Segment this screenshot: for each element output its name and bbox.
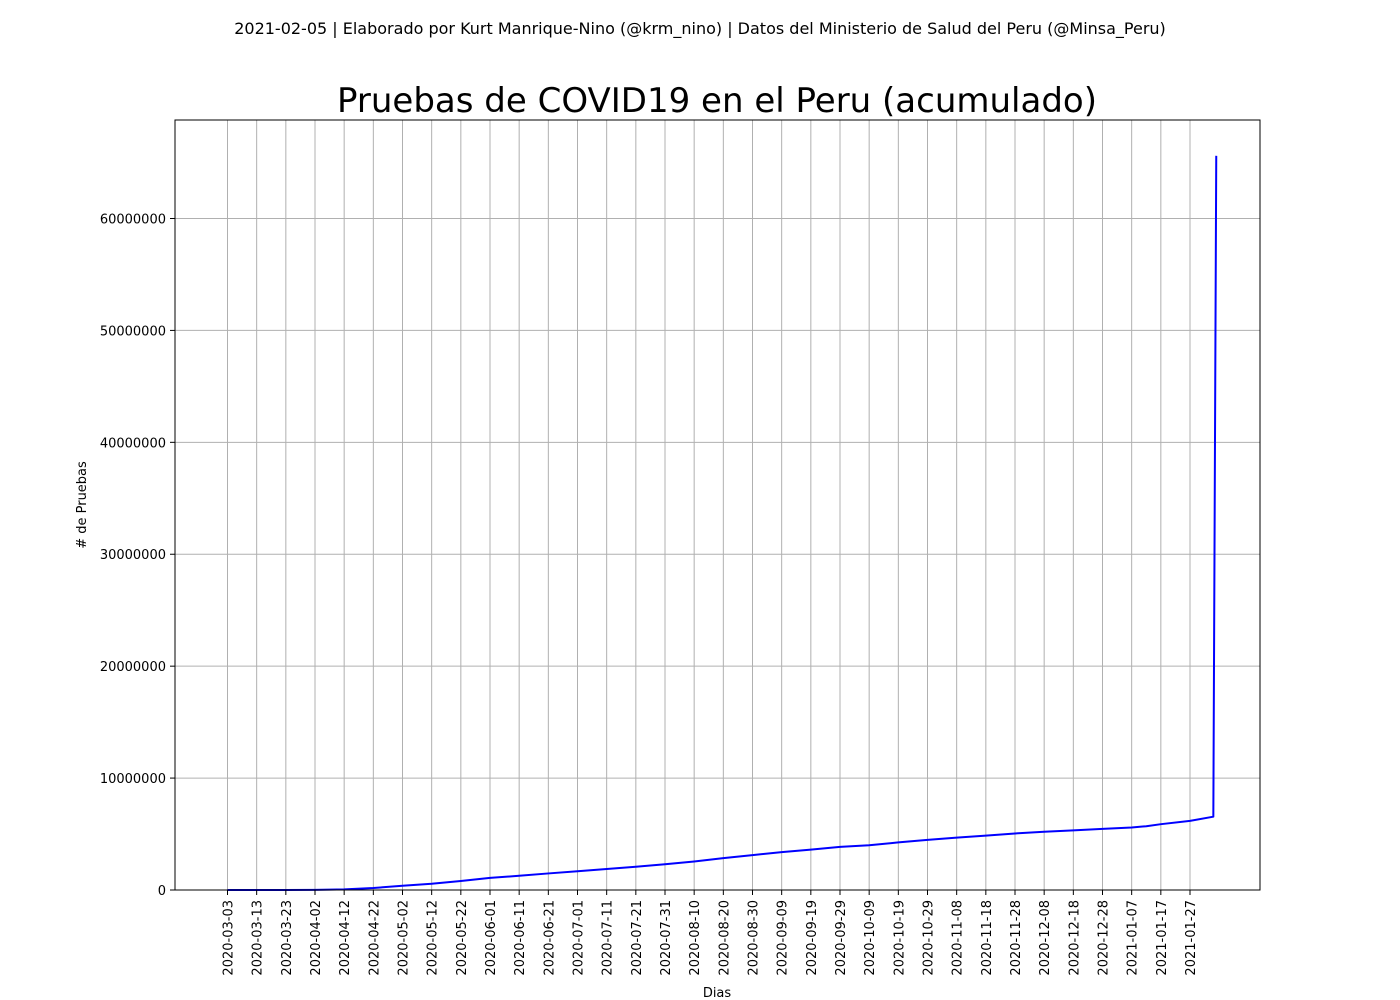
x-tick-label: 2020-05-22 [455,900,470,976]
x-tick-label: 2020-06-01 [484,900,499,976]
x-tick-label: 2020-05-12 [426,900,441,976]
y-axis-label: # de Pruebas [75,461,90,549]
x-tick-label: 2020-11-18 [980,900,995,976]
x-tick-label: 2020-04-02 [309,900,324,976]
plot-area [227,155,1218,891]
x-tick-label: 2020-07-11 [601,900,616,976]
x-tick-label: 2020-07-01 [572,900,587,976]
x-tick-label: 2020-09-19 [805,900,820,976]
x-tick-label: 2020-10-19 [892,900,907,976]
axes-frame [174,119,1261,891]
x-tick-label: 2020-12-18 [1067,900,1082,976]
chart-title: Pruebas de COVID19 en el Peru (acumulado… [337,81,1097,121]
x-tick-label: 2020-04-12 [338,900,353,976]
x-tick-label: 2020-07-31 [659,900,674,976]
y-tick-label: 60000000 [100,212,166,227]
x-tick-label: 2020-03-23 [280,900,295,976]
x-tick-label: 2020-03-13 [251,900,266,976]
x-tick-label: 2020-12-28 [1097,900,1112,976]
series-line [227,155,1218,891]
x-tick-label: 2020-12-08 [1038,900,1053,976]
y-tick-label: 40000000 [100,436,166,451]
x-tick-label: 2021-01-17 [1155,900,1170,976]
x-tick-label: 2020-03-03 [222,900,237,976]
x-axis: 2020-03-03 2020-03-13 2020-03-23 2020-04-02… [222,890,1199,976]
x-tick-label: 2020-08-30 [747,900,762,976]
y-tick-label: 30000000 [100,548,166,563]
x-tick-label: 2020-10-09 [863,900,878,976]
x-axis-label: Dias [703,986,732,1000]
y-tick-label: 0 [158,884,166,899]
x-tick-label: 2020-10-29 [922,900,937,976]
y-tick-label: 50000000 [100,324,166,339]
x-tick-label: 2021-01-27 [1184,900,1199,976]
x-tick-label: 2020-08-10 [688,900,703,976]
y-tick-label: 20000000 [100,660,166,675]
x-tick-label: 2020-05-02 [397,900,412,976]
x-tick-label: 2020-06-11 [513,900,528,976]
x-tick-label: 2020-06-21 [542,900,557,976]
x-tick-label: 2020-09-29 [834,900,849,976]
chart-suptitle: 2021-02-05 | Elaborado por Kurt Manrique… [234,19,1166,39]
x-tick-label: 2021-01-07 [1126,900,1141,976]
y-tick-label: 10000000 [100,772,166,787]
x-tick-label: 2020-04-22 [367,900,382,976]
x-tick-label: 2020-11-08 [951,900,966,976]
x-tick-label: 2020-07-21 [630,900,645,976]
y-axis: 0 10000000 20000000 30000000 40000000 5000000… [100,212,175,899]
x-tick-label: 2020-08-20 [717,900,732,976]
x-tick-label: 2020-09-09 [776,900,791,976]
x-tick-label: 2020-11-28 [1009,900,1024,976]
